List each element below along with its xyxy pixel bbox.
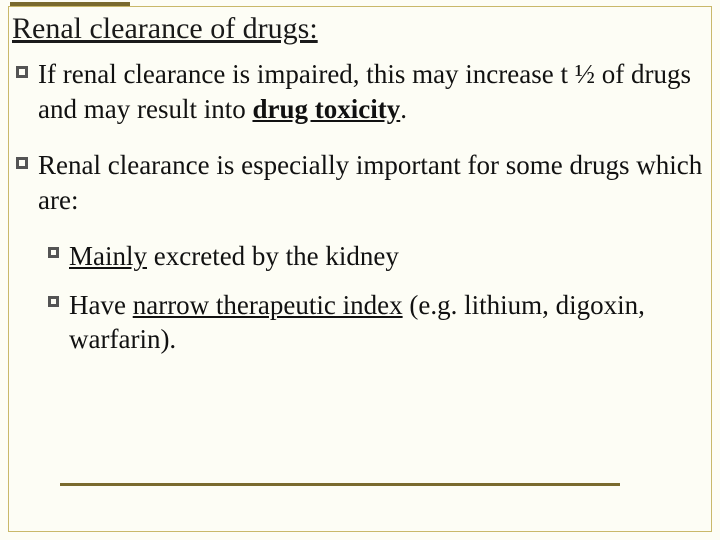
bullet-item: Renal clearance is especially important … [16, 148, 706, 217]
square-bullet-icon [16, 157, 28, 169]
sub-bullet-uline: Mainly [69, 241, 147, 271]
square-bullet-icon [48, 296, 59, 307]
bullet-item: If renal clearance is impaired, this may… [16, 57, 706, 126]
sub-bullet-item: Have narrow therapeutic index (e.g. lith… [48, 288, 706, 357]
sub-bullet-item: Mainly excreted by the kidney [48, 239, 706, 274]
bullet-text-post: . [400, 94, 407, 124]
square-bullet-icon [48, 247, 59, 258]
square-bullet-icon [16, 66, 28, 78]
bullet-text: Renal clearance is especially important … [38, 148, 706, 217]
slide-content: If renal clearance is impaired, this may… [10, 57, 706, 357]
sub-bullet-pre: Have [69, 290, 133, 320]
slide-title: Renal clearance of drugs: [12, 12, 706, 45]
title-top-rule [10, 2, 130, 6]
sub-bullet-text: Mainly excreted by the kidney [69, 239, 399, 274]
sub-bullet-uline: narrow therapeutic index [133, 290, 403, 320]
bullet-text-emph: drug toxicity [252, 94, 400, 124]
bullet-text: If renal clearance is impaired, this may… [38, 57, 706, 126]
bottom-rule [60, 483, 620, 486]
sub-bullet-rest: excreted by the kidney [147, 241, 399, 271]
sub-bullet-text: Have narrow therapeutic index (e.g. lith… [69, 288, 706, 357]
bullet-text-pre: Renal clearance is especially important … [38, 150, 702, 215]
